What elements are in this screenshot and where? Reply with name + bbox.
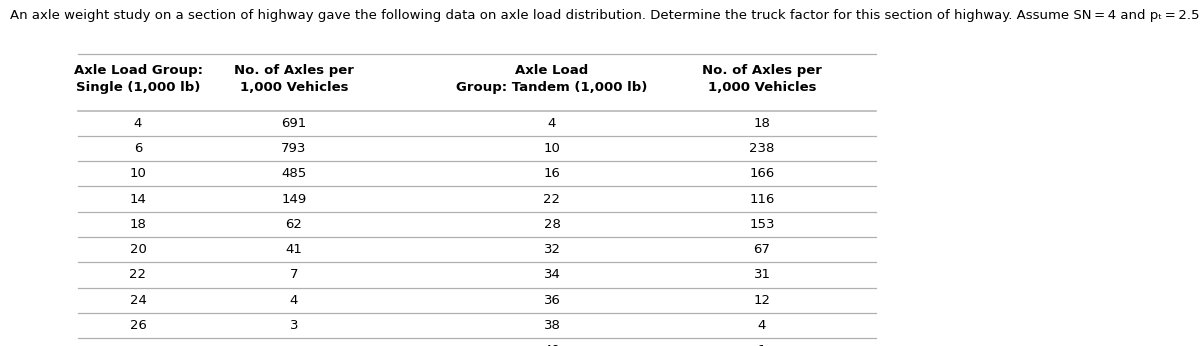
Text: Axle Load Group:
Single (1,000 lb): Axle Load Group: Single (1,000 lb) [73, 64, 203, 94]
Text: 20: 20 [130, 243, 146, 256]
Text: 1: 1 [757, 344, 767, 346]
Text: 36: 36 [544, 294, 560, 307]
Text: 18: 18 [130, 218, 146, 231]
Text: 6: 6 [134, 142, 142, 155]
Text: 26: 26 [130, 319, 146, 332]
Text: An axle weight study on a section of highway gave the following data on axle loa: An axle weight study on a section of hig… [10, 9, 1200, 22]
Text: 793: 793 [281, 142, 307, 155]
Text: 166: 166 [749, 167, 775, 180]
Text: 41: 41 [286, 243, 302, 256]
Text: 3: 3 [289, 319, 299, 332]
Text: 153: 153 [749, 218, 775, 231]
Text: 10: 10 [130, 167, 146, 180]
Text: 4: 4 [290, 294, 298, 307]
Text: No. of Axles per
1,000 Vehicles: No. of Axles per 1,000 Vehicles [702, 64, 822, 94]
Text: 238: 238 [749, 142, 775, 155]
Text: 31: 31 [754, 268, 770, 281]
Text: 16: 16 [544, 167, 560, 180]
Text: 116: 116 [749, 193, 775, 206]
Text: 10: 10 [544, 142, 560, 155]
Text: 24: 24 [130, 294, 146, 307]
Text: 4: 4 [134, 117, 142, 130]
Text: 38: 38 [544, 319, 560, 332]
Text: 67: 67 [754, 243, 770, 256]
Text: 7: 7 [289, 268, 299, 281]
Text: 22: 22 [544, 193, 560, 206]
Text: 14: 14 [130, 193, 146, 206]
Text: 12: 12 [754, 294, 770, 307]
Text: 32: 32 [544, 243, 560, 256]
Text: 28: 28 [544, 218, 560, 231]
Text: No. of Axles per
1,000 Vehicles: No. of Axles per 1,000 Vehicles [234, 64, 354, 94]
Text: 34: 34 [544, 268, 560, 281]
Text: 18: 18 [754, 117, 770, 130]
Text: Axle Load
Group: Tandem (1,000 lb): Axle Load Group: Tandem (1,000 lb) [456, 64, 648, 94]
Text: 4: 4 [758, 319, 766, 332]
Text: 22: 22 [130, 268, 146, 281]
Text: 4: 4 [548, 117, 556, 130]
Text: 40: 40 [544, 344, 560, 346]
Text: 691: 691 [281, 117, 307, 130]
Text: 485: 485 [281, 167, 307, 180]
Text: 62: 62 [286, 218, 302, 231]
Text: 149: 149 [281, 193, 307, 206]
